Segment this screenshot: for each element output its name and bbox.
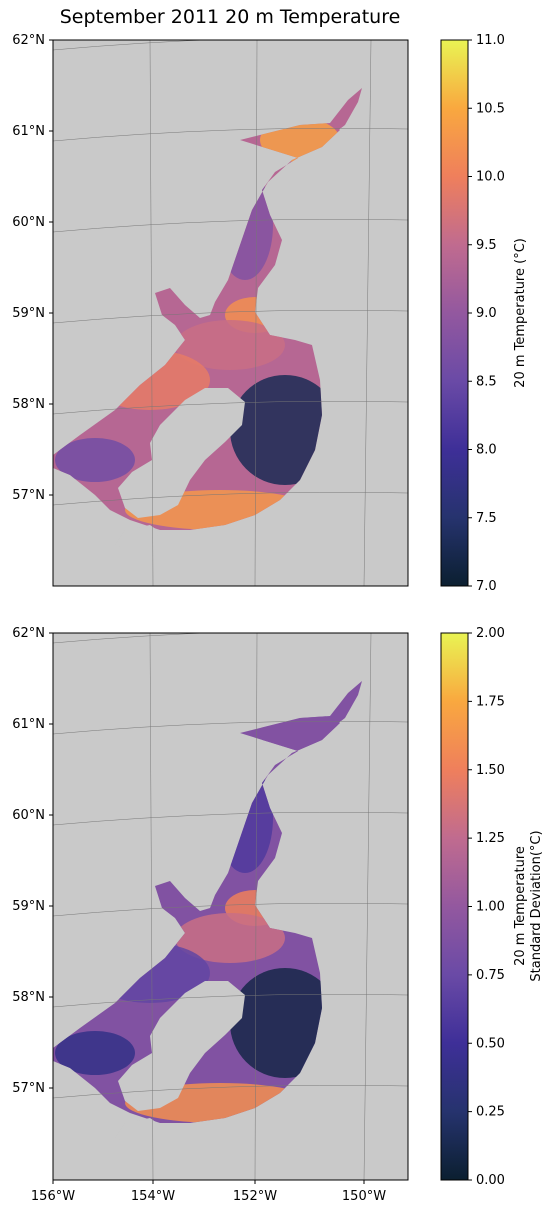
- latitude-tick-label: 57°N: [12, 1081, 45, 1096]
- region-kennedy-entrance: [175, 913, 285, 963]
- colorbar-tick-label: 1.25: [476, 831, 505, 846]
- longitude-tick-label: 156°W: [31, 1189, 75, 1204]
- knik-arm-water: [330, 681, 362, 728]
- colorbar-tick-label: 0.75: [476, 968, 505, 983]
- longitude-tick-labels: 156°W 154°W 152°W 150°W: [31, 1180, 386, 1204]
- latitude-gridline: [53, 902, 408, 917]
- temperature-colorbar: 7.0 7.5 8.0 8.5 9.0 9.5 10.0 10.5 11.0 20 m Temp…: [440, 33, 528, 594]
- latitude-tick-label: 62°N: [12, 626, 45, 641]
- colorbar-ticks: 7.0 7.5 8.0 8.5 9.0 9.5 10.0 10.5 11.0: [468, 33, 505, 594]
- region-kodiak-west-coast: [55, 438, 135, 482]
- colorbar-tick-label: 0.00: [476, 1173, 505, 1188]
- stddev-map-panel: 62°N 61°N 60°N 59°N 58°N 57°N 156°W 154°W 152°W…: [12, 626, 409, 1204]
- colorbar-tick-label: 9.5: [476, 238, 497, 253]
- colorbar-label-line1: 20 m Temperature: [513, 846, 528, 966]
- longitude-gridline: [149, 633, 154, 1180]
- latitude-gridline: [53, 40, 211, 51]
- barren-islands: [115, 1118, 160, 1143]
- colorbar-tick-label: 0.25: [476, 1105, 505, 1120]
- latitude-tick-label: 62°N: [12, 33, 45, 48]
- colorbar-gradient: [440, 632, 469, 1181]
- latitude-gridline: [53, 993, 408, 1008]
- colorbar-tick-label: 7.5: [476, 511, 497, 526]
- colorbar-tick-label: 8.5: [476, 374, 497, 389]
- colorbar-tick-label: 1.50: [476, 763, 505, 778]
- latitude-gridline: [53, 720, 408, 735]
- chart-title: September 2011 20 m Temperature: [59, 6, 401, 28]
- colorbar-gradient: [440, 39, 469, 587]
- colorbar-label-line2: Standard Deviation(°C): [529, 830, 544, 981]
- longitude-gridline: [254, 40, 258, 586]
- latitude-tick-label: 59°N: [12, 899, 45, 914]
- latitude-tick-label: 60°N: [12, 808, 45, 823]
- colorbar-tick-label: 8.0: [476, 443, 497, 458]
- latitude-tick-label: 59°N: [12, 306, 45, 321]
- graticule: [53, 633, 408, 1180]
- knik-arm-water: [330, 88, 362, 135]
- latitude-tick-labels: 62°N 61°N 60°N 59°N 58°N 57°N: [12, 626, 53, 1096]
- latitude-tick-label: 61°N: [12, 717, 45, 732]
- colorbar-tick-label: 1.75: [476, 694, 505, 709]
- longitude-gridline: [254, 633, 258, 1180]
- latitude-tick-label: 61°N: [12, 124, 45, 139]
- latitude-gridline: [53, 400, 408, 415]
- region-kodiak-west-coast: [55, 1031, 135, 1075]
- latitude-gridline: [53, 491, 408, 506]
- colorbar-tick-label: 9.0: [476, 306, 497, 321]
- latitude-gridline: [53, 127, 408, 142]
- latitude-tick-labels: 62°N 61°N 60°N 59°N 58°N 57°N: [12, 33, 53, 503]
- stddev-colorbar: 0.00 0.25 0.50 0.75 1.00 1.25 1.50 1.75 2.00 20 …: [440, 626, 544, 1188]
- colorbar-ticks: 0.00 0.25 0.50 0.75 1.00 1.25 1.50 1.75 2.00: [468, 626, 505, 1188]
- latitude-gridline: [53, 811, 408, 826]
- longitude-gridline: [149, 40, 154, 586]
- colorbar-tick-label: 11.0: [476, 33, 505, 48]
- latitude-gridline: [53, 1084, 408, 1099]
- colorbar-tick-label: 2.00: [476, 626, 505, 641]
- colorbar-tick-label: 0.50: [476, 1036, 505, 1051]
- longitude-gridline: [363, 633, 372, 1180]
- longitude-tick-label: 152°W: [233, 1189, 277, 1204]
- temperature-map-panel: 62°N 61°N 60°N 59°N 58°N 57°N: [12, 33, 409, 587]
- kodiak-island: [118, 388, 245, 518]
- latitude-gridline: [53, 309, 408, 324]
- longitude-tick-label: 150°W: [342, 1189, 386, 1204]
- latitude-tick-label: 58°N: [12, 397, 45, 412]
- latitude-gridline: [53, 218, 408, 233]
- ocean-water: [300, 40, 355, 70]
- latitude-tick-label: 57°N: [12, 488, 45, 503]
- longitude-gridline: [363, 40, 372, 586]
- latitude-tick-label: 58°N: [12, 990, 45, 1005]
- graticule: [53, 40, 408, 586]
- colorbar-tick-label: 10.0: [476, 170, 505, 185]
- latitude-gridline: [53, 633, 211, 644]
- colorbar-label: 20 m Temperature (°C): [513, 238, 528, 388]
- longitude-tick-label: 154°W: [131, 1189, 175, 1204]
- ocean-water: [300, 633, 355, 663]
- latitude-tick-label: 60°N: [12, 215, 45, 230]
- colorbar-tick-label: 7.0: [476, 579, 497, 594]
- region-kennedy-entrance: [175, 320, 285, 370]
- colorbar-tick-label: 10.5: [476, 101, 505, 116]
- colorbar-tick-label: 1.00: [476, 900, 505, 915]
- kodiak-island: [118, 981, 245, 1111]
- barren-islands: [115, 525, 160, 550]
